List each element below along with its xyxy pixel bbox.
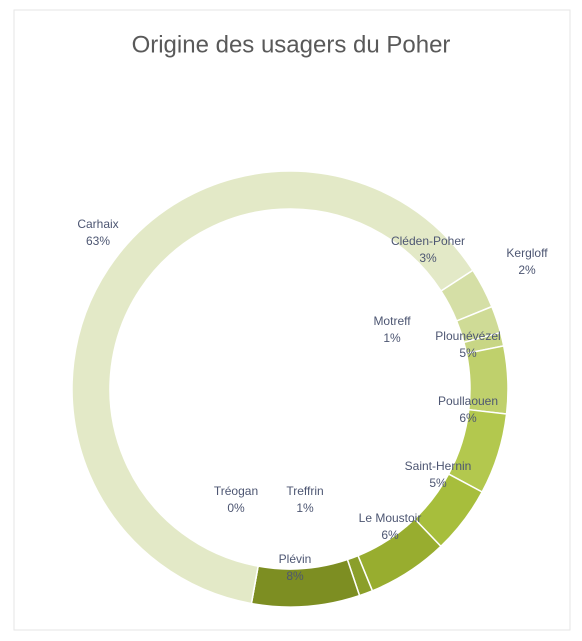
donut-segment [71,170,474,605]
value-label: 5% [459,346,477,360]
value-label: 8% [286,569,304,583]
value-label: 63% [86,234,110,248]
chart-title: Origine des usagers du Poher [132,31,451,58]
category-label: Plounévézel [435,329,500,343]
category-label: Plévin [279,552,312,566]
value-label: 3% [419,251,437,265]
category-label: Carhaix [77,217,118,231]
category-label: Saint-Hernin [405,459,472,473]
category-label: Poullaouen [438,394,498,408]
value-label: 0% [227,501,245,515]
value-label: 6% [381,528,399,542]
category-label: Kergloff [506,246,548,260]
category-label: Motreff [373,314,411,328]
value-label: 6% [459,411,477,425]
value-label: 2% [518,263,536,277]
category-label: Tréogan [214,484,258,498]
category-label: Cléden-Poher [391,234,465,248]
value-label: 5% [429,476,447,490]
value-label: 1% [296,501,314,515]
category-label: Treffrin [286,484,323,498]
value-label: 1% [383,331,401,345]
category-label: Le Moustoir [359,511,422,525]
